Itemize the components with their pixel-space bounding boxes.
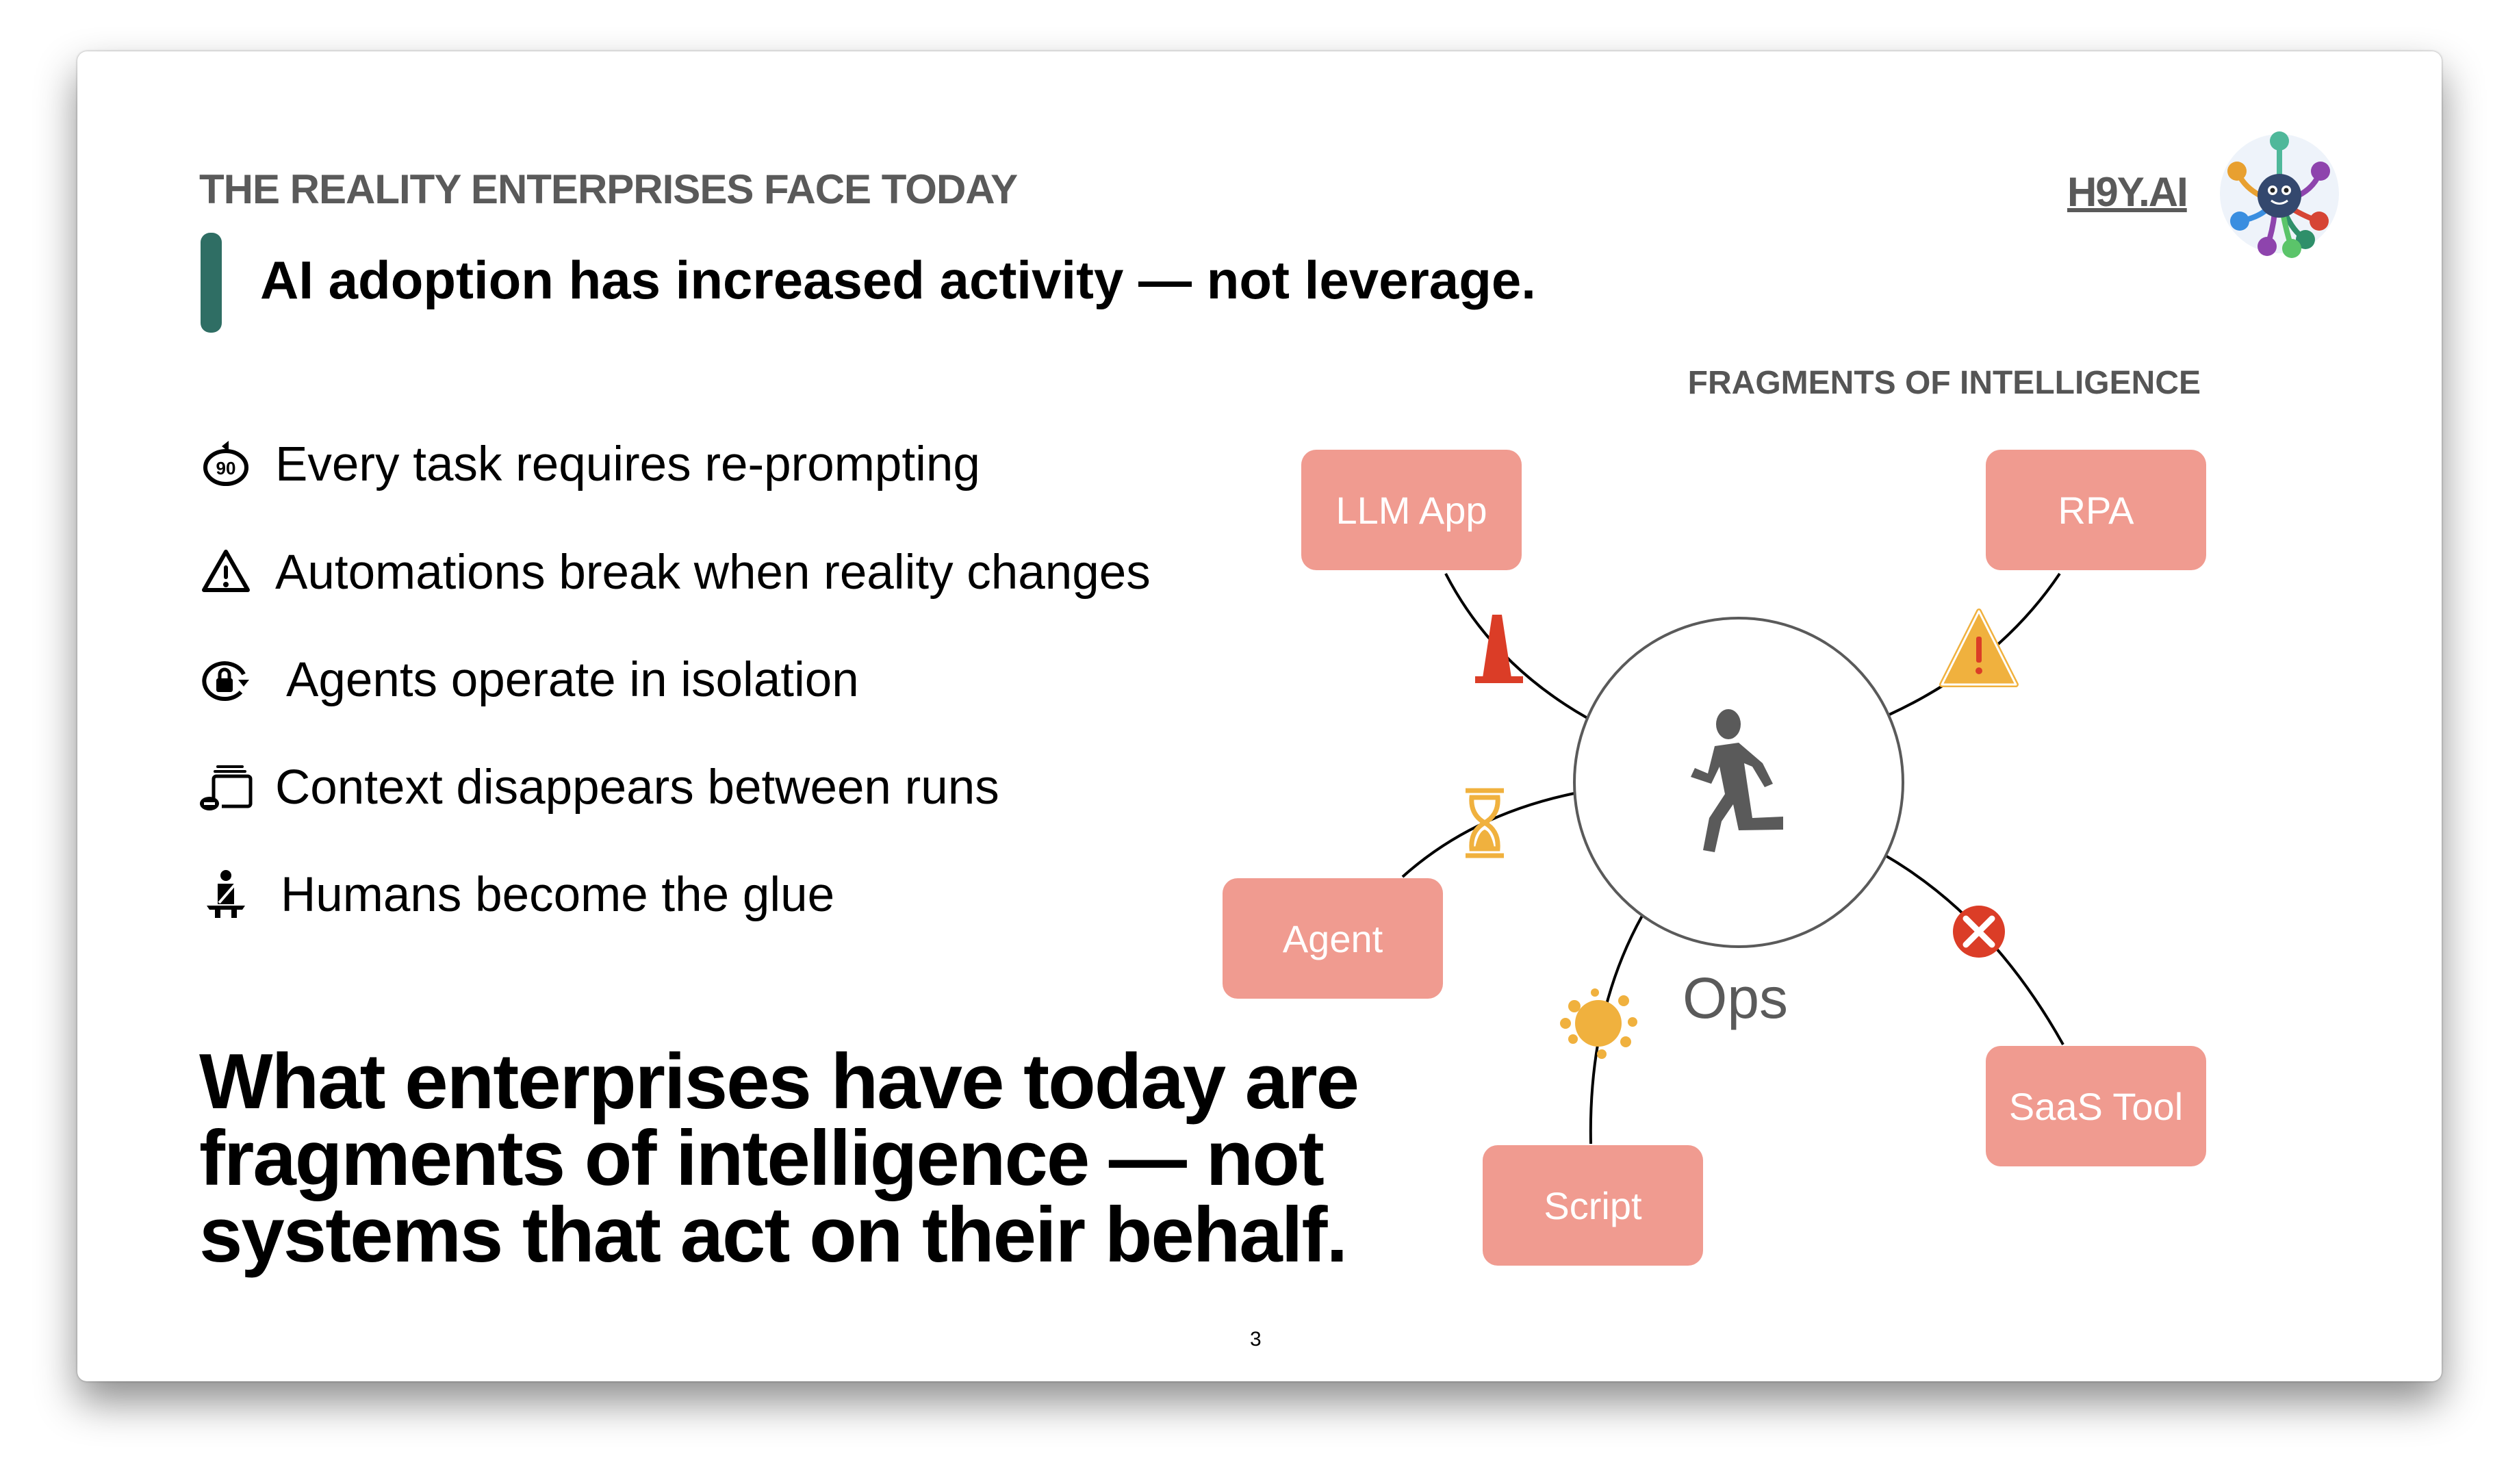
conclusion-line: What enterprises have today are — [199, 1038, 1359, 1125]
hourglass-icon — [1466, 788, 1504, 858]
lock-rotate-icon — [202, 661, 249, 702]
node-saas-tool: SaaS Tool — [1986, 1046, 2206, 1166]
node-label: Script — [1544, 1184, 1642, 1227]
traffic-cone-icon — [1475, 615, 1523, 683]
splat-icon — [1560, 988, 1637, 1059]
bullet-item: Agents operate in isolation — [199, 649, 859, 711]
brand-name: H9Y.AI — [2067, 169, 2188, 215]
bullet-text: Agents operate in isolation — [286, 652, 859, 707]
bullet-item: 90 Every task requires re-prompting — [199, 433, 980, 495]
node-label: Agent — [1282, 917, 1383, 960]
slide-subtitle: AI adoption has increased activity — not… — [260, 250, 1536, 310]
node-label: SaaS Tool — [2008, 1084, 2184, 1128]
ops-label: Ops — [1683, 966, 1789, 1030]
bullet-text: Context disappears between runs — [275, 760, 999, 815]
node-script: Script — [1483, 1145, 1703, 1266]
bullet-text: Automations break when reality changes — [275, 545, 1151, 600]
bullet-item: Humans become the glue — [199, 864, 834, 925]
page-number: 3 — [1250, 1328, 1262, 1351]
running-person-icon — [1691, 709, 1783, 852]
conclusion-line: systems that act on their behalf. — [199, 1192, 1348, 1279]
error-x-icon — [1953, 906, 2005, 958]
conclusion-line: fragments of intelligence — not — [199, 1115, 1325, 1202]
replay-90-icon: 90 — [203, 441, 248, 486]
node-agent: Agent — [1223, 878, 1443, 999]
diagram-title: FRAGMENTS OF INTELLIGENCE — [1687, 365, 2201, 401]
node-rpa: RPA — [1986, 450, 2206, 570]
octopus-logo-icon — [2220, 131, 2339, 258]
bullet-text: Humans become the glue — [281, 867, 835, 922]
node-llm-app: LLM App — [1301, 450, 1522, 570]
connector-llm-app — [1444, 573, 1588, 719]
conclusion-statement: What enterprises have today are fragment… — [199, 1038, 1359, 1279]
node-label: LLM App — [1335, 488, 1487, 532]
seatbelt-person-icon — [207, 870, 245, 918]
slide-kicker: THE REALITY ENTERPRISES FACE TODAY — [199, 166, 1018, 212]
accent-bar — [201, 233, 222, 333]
warning-icon — [1939, 609, 2019, 687]
svg-text:90: 90 — [216, 458, 236, 478]
bullet-item: Context disappears between runs — [199, 756, 999, 818]
warning-triangle-icon — [202, 550, 250, 592]
bullet-text: Every task requires re-prompting — [275, 437, 980, 491]
stacked-windows-minus-icon — [200, 765, 253, 810]
bullet-item: Automations break when reality changes — [199, 541, 1151, 603]
node-label: RPA — [2058, 488, 2134, 532]
